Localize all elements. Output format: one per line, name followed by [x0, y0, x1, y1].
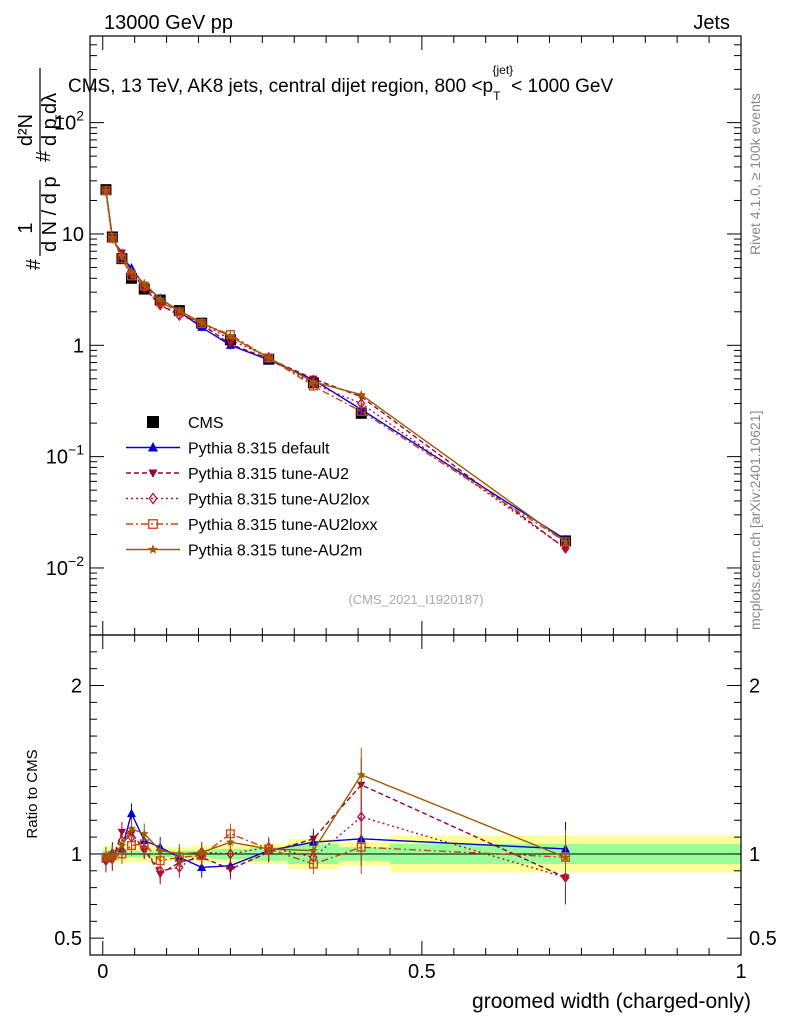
ratio-data-point [226, 848, 235, 860]
ratio-panel: 0 0.5 10.5 0.51 12 2 [54, 634, 777, 983]
ratio-data-point [155, 845, 165, 855]
ratio-data-point [264, 844, 274, 853]
rivet-version-label: Rivet 4.1.0, ≥ 100k events [747, 93, 763, 255]
main-data-point [117, 251, 127, 261]
ratio-data-point [356, 842, 366, 852]
x-tick-label: 0.5 [408, 961, 436, 983]
legend-label: Pythia 8.315 tune-AU2lox [188, 492, 369, 509]
main-series-line [105, 190, 566, 543]
y-label-denominator: d N / d p [39, 176, 61, 252]
svg-text:1: 1 [15, 222, 37, 233]
main-series-5 [101, 185, 570, 546]
ratio-data-point [139, 829, 149, 838]
ratio-data-point [126, 808, 136, 818]
main-data-point [264, 353, 274, 362]
ratio-data-point [197, 847, 207, 857]
main-data-point [139, 278, 149, 288]
legend-item-0: CMS [147, 415, 224, 432]
legend-marker [148, 519, 158, 529]
ratio-data-point [101, 852, 111, 862]
legend-item-4: Pythia 8.315 tune-AU2loxx [126, 517, 377, 534]
legend-marker [148, 469, 158, 478]
ratio-data-point [127, 824, 136, 833]
main-data-point [155, 294, 165, 303]
ratio-series-4 [101, 747, 570, 885]
main-data-point [561, 542, 570, 554]
svg-text:#: # [23, 258, 45, 270]
ratio-data-point [226, 865, 235, 874]
x-axis-label: groomed width (charged-only) [472, 990, 751, 1013]
legend-marker [148, 492, 158, 505]
main-y-tick-label: 10−1 [46, 442, 84, 469]
ratio-y-axis-label: Ratio to CMS [24, 749, 41, 838]
main-data-point [561, 537, 570, 546]
svg-text:d p: d p [39, 118, 61, 146]
legend-label: Pythia 8.315 default [188, 441, 330, 458]
main-data-point [101, 185, 111, 195]
legend-marker [147, 416, 159, 428]
ratio-data-point [309, 835, 318, 844]
main-data-point [174, 305, 184, 315]
legend: CMS Pythia 8.315 default Pythia 8.315 tune… [126, 415, 377, 560]
ratio-data-point [117, 840, 127, 850]
legend-item-1: Pythia 8.315 default [126, 441, 330, 458]
svg-text:T: T [53, 114, 67, 122]
ratio-data-point [174, 849, 184, 858]
svg-text:#: # [33, 150, 55, 162]
main-data-point [356, 390, 366, 399]
x-tick-label: 0 [97, 961, 108, 983]
ratio-y-tick-label: 1 [71, 844, 82, 866]
legend-label: Pythia 8.315 tune-AU2 [188, 466, 349, 483]
main-data-point [308, 377, 318, 386]
x-tick-label: 1 [735, 961, 746, 983]
ratio-data-point [175, 861, 184, 874]
legend-item-5: Pythia 8.315 tune-AU2m [126, 543, 362, 560]
legend-label: Pythia 8.315 tune-AU2m [188, 543, 362, 560]
legend-label: Pythia 8.315 tune-AU2loxx [188, 517, 377, 534]
ratio-data-point [127, 841, 136, 851]
ratio-y-tick-label-right: 1 [749, 844, 760, 866]
svg-text:dλ: dλ [39, 93, 61, 114]
legend-marker [148, 544, 158, 554]
main-panel: 10−2 10−1 1 10 102 [46, 35, 742, 636]
ratio-y-tick-label: 2 [71, 676, 82, 698]
ratio-frame [89, 634, 742, 956]
ratio-data-point [356, 770, 366, 779]
ratio-y-tick-label-right: 2 [749, 676, 760, 698]
main-y-tick-label: 1 [73, 335, 84, 357]
main-data-point [197, 317, 207, 327]
main-y-tick-label: 102 [54, 108, 84, 135]
main-series-1 [101, 186, 570, 544]
ratio-data-point [225, 837, 235, 846]
main-title: CMS, 13 TeV, AK8 jets, central dijet reg… [68, 63, 613, 103]
ratio-y-tick-label: 0.5 [54, 928, 82, 950]
main-y-tick-label: 10−2 [46, 553, 84, 580]
main-data-point [107, 232, 117, 242]
header-left: 13000 GeV pp [104, 12, 233, 34]
main-data-point [225, 331, 235, 341]
main-y-axis-label: # 1 d N / d p # d²N d p T dλ [15, 68, 67, 270]
ratio-y-tick-label-right: 0.5 [749, 928, 777, 950]
main-series-line [105, 191, 566, 541]
legend-item-2: Pythia 8.315 tune-AU2 [126, 466, 349, 483]
ratio-data-point [156, 865, 165, 877]
source-label: mcplots.cern.ch [arXiv:2401.10621] [747, 411, 763, 630]
main-data-point [127, 266, 136, 276]
legend-item-3: Pythia 8.315 tune-AU2lox [126, 492, 369, 509]
ratio-data-point [561, 852, 570, 862]
analysis-watermark: (CMS_2021_I1920187) [348, 592, 483, 607]
ratio-data-point [308, 845, 318, 855]
header-right: Jets [693, 12, 730, 34]
legend-marker [148, 442, 158, 452]
main-y-tick-label: 10 [62, 224, 84, 246]
svg-text:d²N: d²N [15, 114, 37, 146]
legend-label: CMS [188, 415, 224, 432]
main-series-line [105, 190, 566, 543]
main-data-point [356, 406, 366, 416]
ratio-data-point [107, 850, 117, 860]
